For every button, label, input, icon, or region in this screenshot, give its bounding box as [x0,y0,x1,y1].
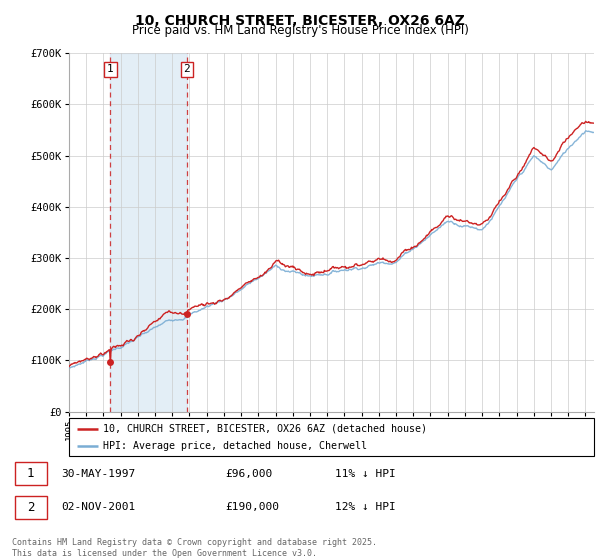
Text: £96,000: £96,000 [225,469,272,479]
Text: 12% ↓ HPI: 12% ↓ HPI [335,502,395,512]
Text: HPI: Average price, detached house, Cherwell: HPI: Average price, detached house, Cher… [103,441,367,451]
Text: 1: 1 [107,64,114,74]
Bar [15,496,47,519]
Text: 10, CHURCH STREET, BICESTER, OX26 6AZ: 10, CHURCH STREET, BICESTER, OX26 6AZ [135,14,465,28]
Text: 11% ↓ HPI: 11% ↓ HPI [335,469,395,479]
Text: £190,000: £190,000 [225,502,279,512]
Text: 02-NOV-2001: 02-NOV-2001 [61,502,135,512]
Text: Price paid vs. HM Land Registry's House Price Index (HPI): Price paid vs. HM Land Registry's House … [131,24,469,38]
Text: Contains HM Land Registry data © Crown copyright and database right 2025.
This d: Contains HM Land Registry data © Crown c… [12,538,377,558]
Bar [110,53,187,412]
Text: 2: 2 [184,64,190,74]
Text: 2: 2 [26,501,34,514]
Text: 10, CHURCH STREET, BICESTER, OX26 6AZ (detached house): 10, CHURCH STREET, BICESTER, OX26 6AZ (d… [103,423,427,433]
Bar [15,463,47,485]
Text: 30-MAY-1997: 30-MAY-1997 [61,469,135,479]
Text: 1: 1 [26,467,34,480]
